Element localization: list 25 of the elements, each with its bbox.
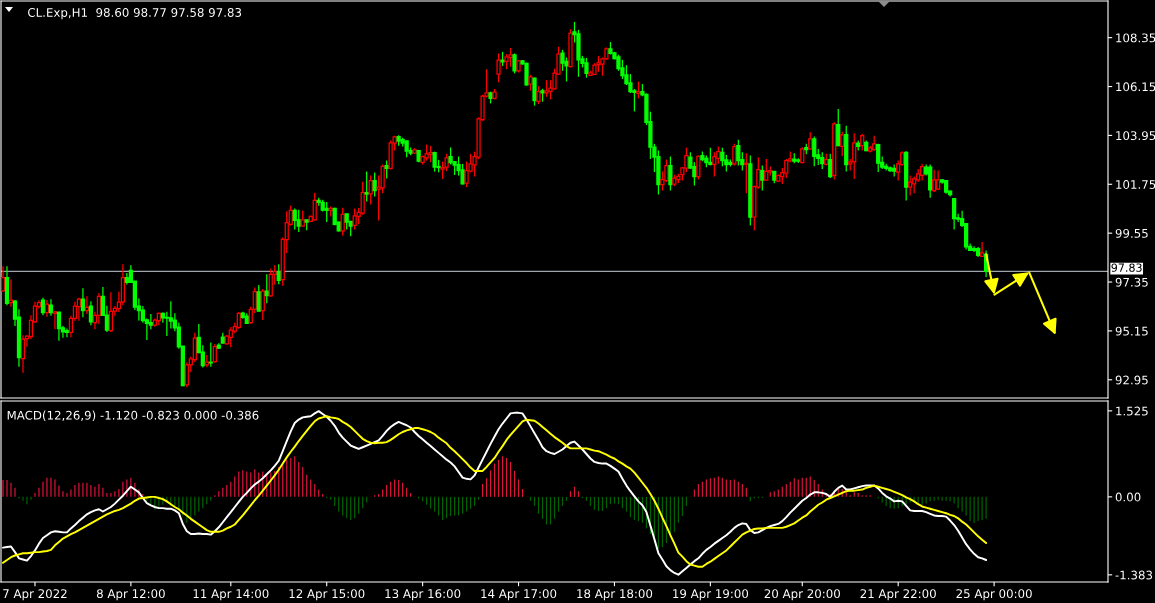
y-tick-label: 103.95 (1116, 131, 1155, 141)
y-tick-label: 99.55 (1115, 228, 1148, 238)
x-tick-label: 7 Apr 2022 (3, 589, 67, 601)
x-tick-label: 8 Apr 12:00 (96, 589, 165, 601)
text: CL.Exp,H1 98.60 98.77 97.58 97.83 (28, 8, 242, 20)
x-tick-label: 13 Apr 16:00 (385, 589, 461, 601)
x-tick-label: 19 Apr 19:00 (673, 589, 749, 601)
y-tick-label: 97.35 (1115, 277, 1148, 287)
y-tick-label: -1.383 (1115, 570, 1153, 580)
ref-line-label: 97.83 (1111, 263, 1142, 272)
x-tick-label: 21 Apr 22:00 (860, 589, 936, 601)
x-tick-label: 20 Apr 20:00 (764, 589, 840, 601)
y-tick-label: 0.00 (1115, 492, 1141, 502)
y-tick-label: 106.15 (1116, 82, 1155, 92)
y-tick-label: 92.95 (1115, 375, 1148, 385)
x-tick-label: 11 Apr 14:00 (193, 589, 269, 601)
y-tick-label: 95.15 (1115, 326, 1148, 336)
x-tick-label: 25 Apr 00:00 (956, 589, 1032, 601)
y-tick-label: 101.75 (1116, 180, 1155, 189)
x-tick-label: 12 Apr 15:00 (289, 589, 365, 601)
text: MACD(12,26,9) -1.120 -0.823 0.000 -0.386 (7, 410, 259, 422)
y-tick-label: 108.35 (1116, 33, 1155, 43)
x-tick-label: 18 Apr 18:00 (577, 589, 653, 601)
y-tick-label: 1.525 (1116, 406, 1148, 416)
x-tick-label: 14 Apr 17:00 (481, 589, 557, 601)
